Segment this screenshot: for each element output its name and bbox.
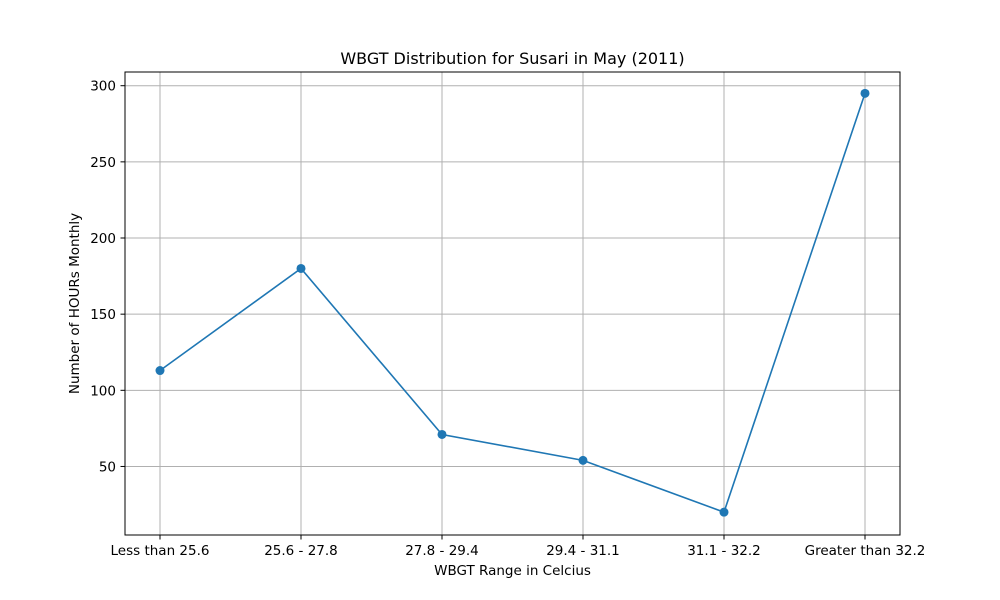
axis-ticks: Less than 25.6 25.6 - 27.8 27.8 - 29.4 29.4… bbox=[90, 79, 925, 559]
data-point bbox=[578, 455, 588, 465]
data-point bbox=[155, 366, 165, 376]
series-layer bbox=[155, 88, 870, 517]
y-tick-label: 150 bbox=[90, 307, 116, 323]
grid bbox=[125, 72, 900, 535]
data-point bbox=[860, 88, 870, 98]
data-point bbox=[296, 263, 306, 273]
series-line bbox=[159, 93, 866, 514]
y-tick-label: 250 bbox=[90, 155, 116, 171]
plot-frame bbox=[124, 71, 901, 536]
data-point bbox=[437, 429, 447, 439]
x-tick-label: 29.4 - 31.1 bbox=[546, 543, 620, 559]
y-tick-label: 300 bbox=[90, 79, 116, 95]
x-tick-label: 27.8 - 29.4 bbox=[405, 543, 479, 559]
x-axis-label: WBGT Range in Celcius bbox=[434, 563, 591, 579]
x-tick-label: Greater than 32.2 bbox=[805, 543, 926, 559]
chart-title: WBGT Distribution for Susari in May (201… bbox=[340, 49, 684, 68]
x-tick-label: Less than 25.6 bbox=[111, 543, 210, 559]
y-axis-label: Number of HOURs Monthly bbox=[67, 213, 83, 394]
data-point bbox=[719, 507, 729, 517]
y-tick-label: 50 bbox=[99, 459, 116, 475]
y-tick-label: 100 bbox=[90, 383, 116, 399]
x-tick-label: 25.6 - 27.8 bbox=[264, 543, 338, 559]
y-tick-label: 200 bbox=[90, 231, 116, 247]
x-tick-label: 31.1 - 32.2 bbox=[687, 543, 761, 559]
